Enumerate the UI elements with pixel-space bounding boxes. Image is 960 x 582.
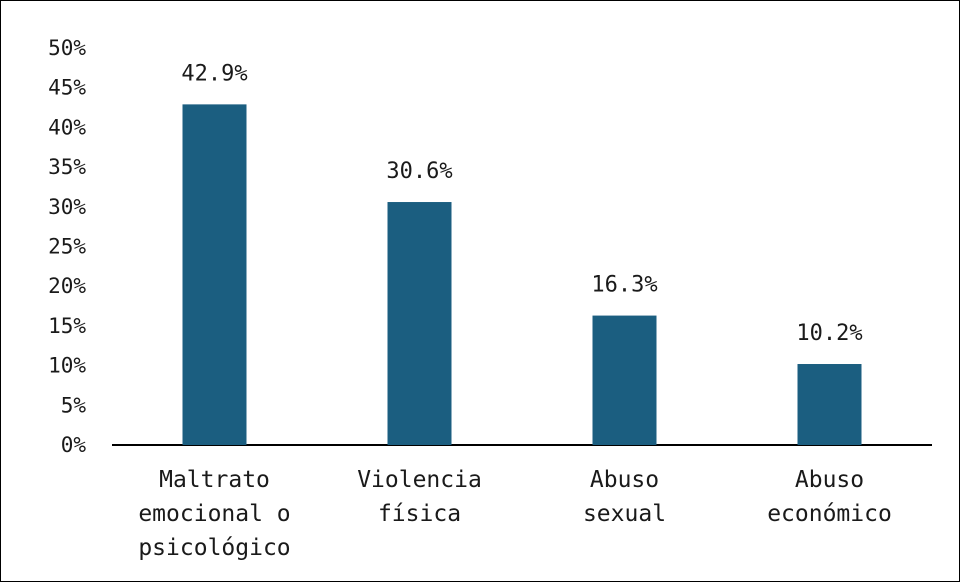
category-label: psicológico <box>138 535 290 561</box>
bars <box>183 104 862 445</box>
category-labels: Maltrato emocional o psicológico Violencia f… <box>138 467 891 561</box>
bar <box>798 364 862 445</box>
data-label: 10.2% <box>796 321 862 346</box>
y-tick-label: 10% <box>48 354 86 378</box>
category-label: física <box>378 501 461 527</box>
bar <box>183 104 247 445</box>
y-tick-label: 40% <box>48 115 86 139</box>
y-tick-label: 15% <box>48 314 86 338</box>
y-tick-label: 30% <box>48 195 86 219</box>
y-axis-ticks: 0% 5% 10% 15% 20% 25% 30% 35% 40% 45% 50% <box>48 36 86 457</box>
category-label: Abuso <box>795 467 864 493</box>
y-tick-label: 50% <box>48 36 86 60</box>
y-tick-label: 0% <box>61 433 87 457</box>
category-label: Maltrato <box>159 467 270 493</box>
y-tick-label: 5% <box>61 393 87 417</box>
y-tick-label: 45% <box>48 76 86 100</box>
data-label: 42.9% <box>181 61 247 86</box>
category-label: sexual <box>583 501 666 527</box>
y-tick-label: 25% <box>48 235 86 259</box>
y-tick-label: 35% <box>48 155 86 179</box>
bar <box>388 202 452 445</box>
data-labels: 42.9% 30.6% 16.3% 10.2% <box>181 61 862 346</box>
data-label: 30.6% <box>386 159 452 184</box>
bar <box>593 316 657 445</box>
category-label: emocional o <box>138 501 290 527</box>
data-label: 16.3% <box>591 273 657 298</box>
category-label: Violencia <box>357 467 482 493</box>
category-label: Abuso <box>590 467 659 493</box>
y-tick-label: 20% <box>48 274 86 298</box>
category-label: económico <box>767 501 892 527</box>
